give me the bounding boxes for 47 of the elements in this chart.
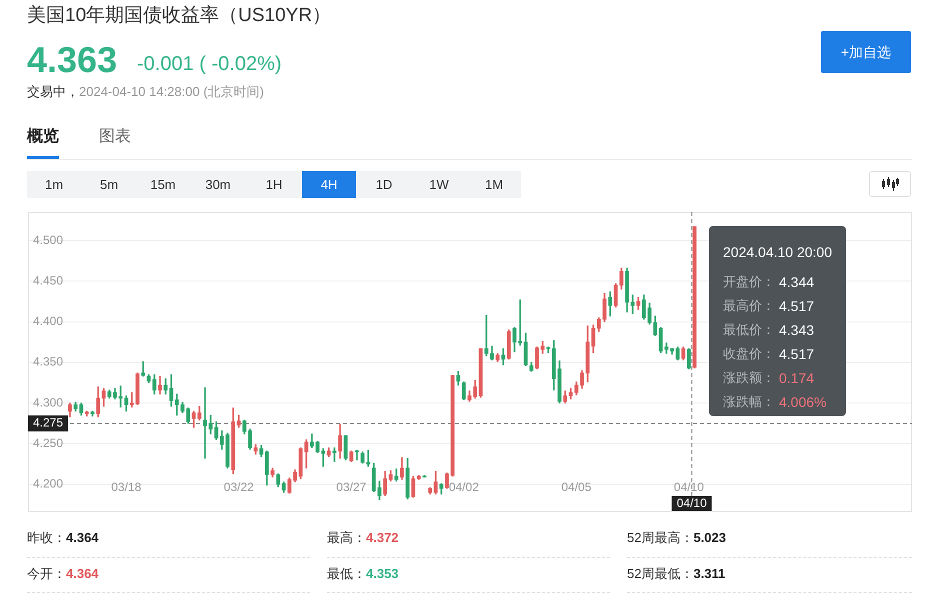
tooltip-panel: 2024.04.10 20:00 开盘价： 4.344 最高价： 4.517 最低价： 4.343 收盘价： 4.517 涨跌额： 0.174 涨跌幅： 4.006% (709, 226, 846, 416)
x-tick-label: 04/05 (561, 480, 592, 494)
y-tick-label: 4.200 (33, 476, 64, 491)
text: 1W (429, 176, 449, 193)
text: 52周最高： (627, 530, 694, 545)
candlestick (332, 447, 336, 462)
chart-title: 美国10年期国债收益率（US10YR） (27, 5, 332, 27)
text: 4.372 (366, 530, 399, 545)
text: 图表 (99, 127, 131, 147)
text: 4.363 (27, 38, 118, 82)
text: 最高： (327, 530, 366, 545)
text: 1H (266, 176, 282, 193)
text: 4.364 (66, 566, 99, 581)
text: 1m (44, 176, 64, 193)
text: 2024-04-10 14:28:00 (北京时间) (79, 84, 264, 99)
y-tick-label: 4.250 (33, 436, 64, 450)
y-tick-label: 4.350 (33, 354, 64, 369)
text: 昨收： (27, 530, 66, 545)
ref-line-label: 4.275 (33, 416, 64, 430)
text: 5m (100, 176, 118, 193)
text: 交易中， (27, 84, 79, 99)
text: 1D (376, 176, 392, 193)
text: 15m (150, 176, 176, 193)
text: -0.001 ( -0.02%) (137, 52, 282, 76)
x-tick-label: 03/18 (111, 480, 142, 494)
text: 5.023 (693, 530, 726, 545)
candlestick (355, 450, 359, 460)
text: 4H (320, 176, 338, 193)
text: 4.353 (366, 566, 399, 581)
y-tick-label: 4.500 (33, 232, 64, 247)
x-tick-label: 03/27 (336, 480, 367, 494)
text: 3.311 (693, 566, 726, 581)
text: 概览 (27, 127, 59, 147)
text: 30m (205, 176, 231, 193)
y-tick-label: 4.400 (33, 314, 64, 328)
text: 1M (484, 176, 504, 193)
text: +加自选 (840, 43, 892, 61)
x-tick-label: 04/02 (448, 480, 480, 494)
text: 最低： (327, 566, 366, 581)
x-tick-label: 04/10 (674, 480, 704, 494)
text: 今开： (27, 566, 66, 581)
y-tick-label: 4.450 (33, 273, 64, 288)
ref-line-label: 04/10 (676, 496, 708, 510)
text: 4.364 (66, 530, 99, 545)
text: 52周最低： (627, 566, 694, 581)
x-tick-label: 03/22 (224, 480, 254, 494)
y-tick-label: 4.300 (33, 395, 64, 410)
